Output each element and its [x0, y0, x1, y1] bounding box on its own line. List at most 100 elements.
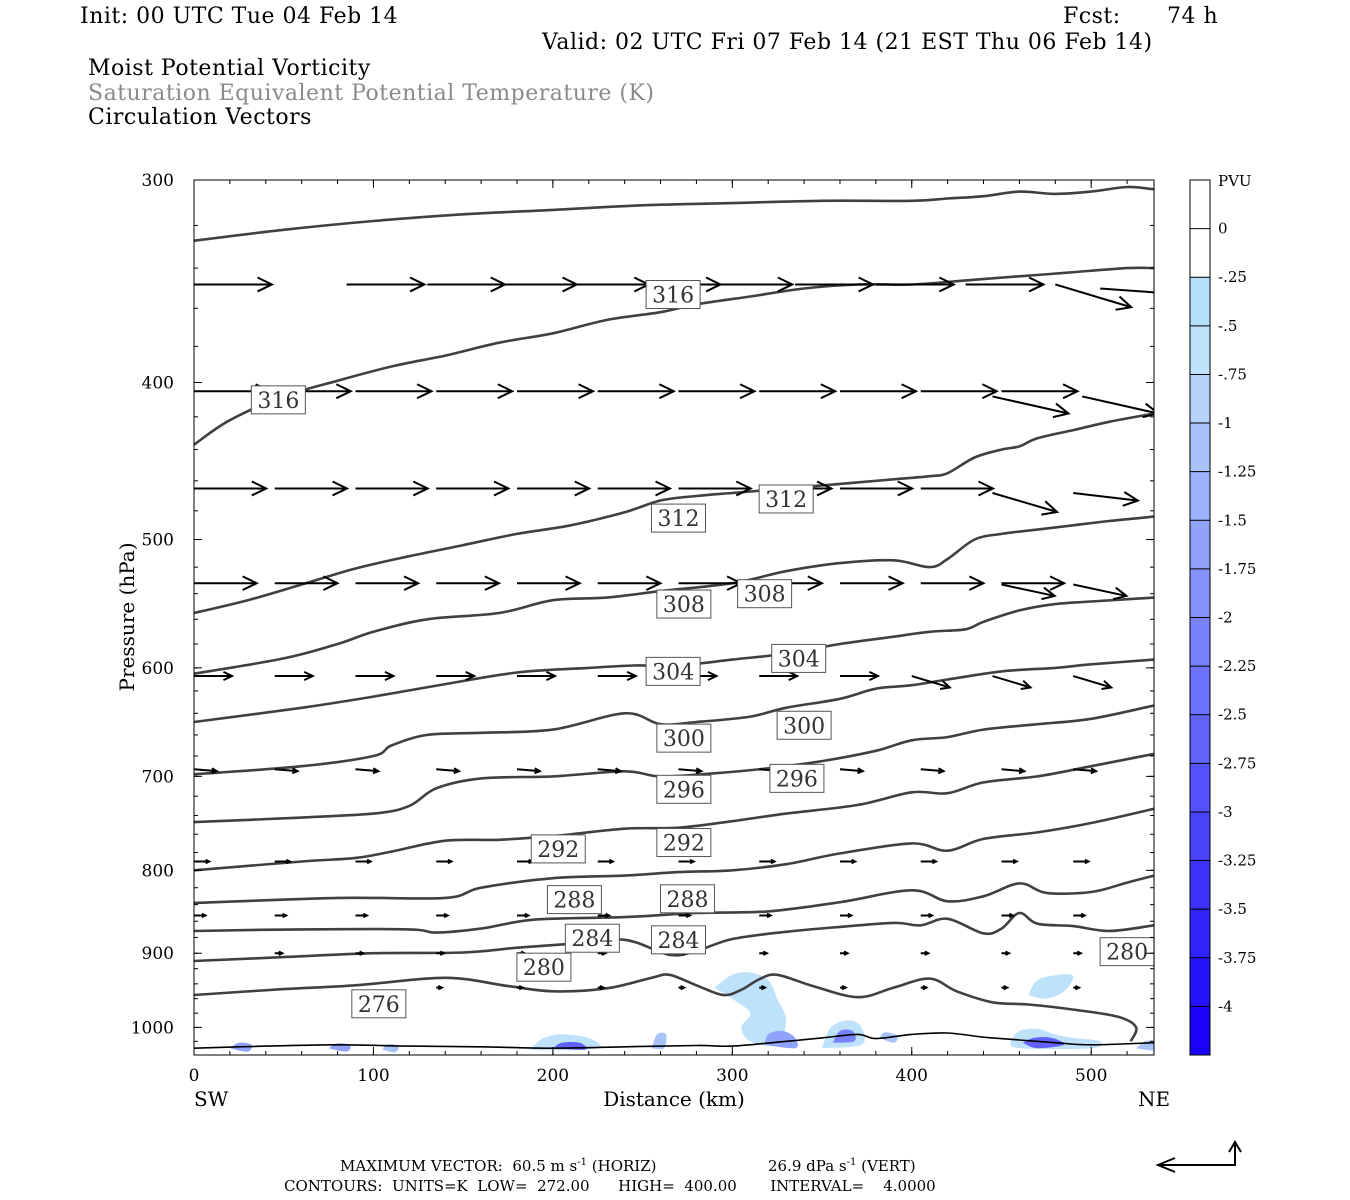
circulation-vector-5-8 — [839, 480, 915, 497]
colorbar-label: -1.75 — [1218, 560, 1256, 578]
contour-label-text: 280 — [1106, 941, 1148, 966]
circulation-vector-12-9 — [920, 767, 946, 775]
circulation-vector-12-3 — [436, 767, 462, 775]
contour-label-13: 292 — [656, 828, 712, 858]
circulation-vector-10-8 — [839, 670, 881, 682]
isentrope-320 — [194, 185, 1154, 242]
colorbar-label: -3.5 — [1218, 900, 1247, 918]
x-axis-label: Distance (km) — [603, 1087, 745, 1111]
circulation-vector-15-2 — [436, 950, 447, 956]
circulation-vector-8-5 — [597, 575, 663, 591]
contour-label-box — [530, 834, 586, 864]
colorbar-label: -3.25 — [1218, 852, 1256, 870]
colorbar-swatch-3 — [1190, 325, 1210, 375]
circulation-vector-12-5 — [597, 767, 623, 775]
circulation-vector-13-0 — [194, 858, 212, 865]
y-tick-label: 600 — [142, 659, 174, 679]
circulation-vector-11-2 — [1072, 675, 1114, 690]
contour-label-text: 300 — [663, 727, 705, 752]
circulation-vector-8-8 — [839, 575, 905, 591]
colorbar-label: -1.5 — [1218, 511, 1247, 529]
circulation-vector-15-7 — [839, 950, 850, 956]
contour-label-text: 300 — [783, 714, 825, 739]
contour-label-box — [650, 925, 706, 955]
contour-label-text: 280 — [523, 956, 565, 981]
terrain-line — [194, 1032, 1154, 1050]
contour-label-box — [645, 280, 701, 310]
circulation-vector-8-4 — [516, 575, 582, 591]
circulation-vector-16-2 — [597, 984, 606, 991]
colorbar-swatch-7 — [1190, 520, 1210, 569]
circulation-vector-15-1 — [355, 950, 366, 956]
horiz-suffix: (HORIZ) — [587, 1157, 657, 1175]
circulation-vector-3-3 — [436, 383, 515, 400]
x-tick-label: 300 — [716, 1066, 748, 1086]
isentrope-276 — [194, 973, 1138, 1042]
colorbar-swatch-9 — [1190, 617, 1210, 667]
circulation-vector-10-7 — [759, 670, 800, 682]
contour-label-4: 308 — [656, 589, 712, 619]
circulation-vector-16-6 — [920, 984, 929, 991]
contour-label-box — [656, 828, 712, 858]
contour-label-box — [659, 884, 715, 914]
colorbar-swatch-16 — [1190, 957, 1210, 1007]
circulation-vector-11-1 — [992, 675, 1033, 690]
negative-mpv-area-5 — [764, 1030, 798, 1049]
circulation-vector-16-3 — [678, 984, 687, 991]
circulation-vector-16-0 — [436, 984, 445, 991]
contour-label-text: 292 — [537, 838, 579, 863]
contour-label-11: 296 — [769, 763, 825, 793]
contour-label-8: 300 — [656, 723, 712, 753]
contour-label-20: 276 — [351, 989, 407, 1019]
contour-label-box — [656, 723, 712, 753]
colorbar-swatch-8 — [1190, 568, 1210, 618]
circulation-vector-16-5 — [839, 984, 848, 991]
circulation-vector-3-10 — [1001, 383, 1080, 400]
circulation-vector-8-0 — [194, 575, 259, 591]
circulation-vector-13-7 — [759, 858, 777, 865]
contour-label-14: 288 — [546, 885, 602, 915]
max-vector-horiz: 60.5 m s — [512, 1157, 578, 1175]
contour-label-text: 316 — [257, 389, 299, 414]
circulation-vector-12-4 — [516, 767, 543, 775]
circulation-vector-1-0 — [1055, 283, 1134, 311]
contour-label-box — [1099, 937, 1155, 967]
isentrope-288 — [194, 807, 1154, 905]
colorbar-label: -2.25 — [1218, 657, 1256, 675]
endpoint-sw: SW — [194, 1087, 229, 1111]
contour-label-18: 280 — [516, 952, 572, 982]
circulation-vector-3-8 — [839, 383, 919, 400]
colorbar-swatch-17 — [1190, 1006, 1210, 1055]
contour-label-text: 296 — [776, 767, 818, 792]
contour-label-text: 308 — [663, 593, 705, 618]
colorbar-label: -4 — [1218, 997, 1233, 1015]
circulation-vector-8-3 — [436, 575, 502, 591]
colorbar-label: -3.75 — [1218, 949, 1256, 967]
circulation-vector-12-0 — [194, 767, 220, 775]
contour-label-9: 300 — [776, 710, 832, 740]
circulation-vector-14-10 — [1001, 912, 1016, 919]
vert-suffix: (VERT) — [856, 1157, 916, 1175]
contour-label-17: 284 — [650, 925, 706, 955]
x-tick-label: 200 — [537, 1066, 569, 1086]
circulation-vector-3-4 — [516, 383, 596, 400]
colorbar-swatch-13 — [1190, 811, 1210, 861]
contour-label-box — [737, 579, 793, 609]
circulation-vector-14-3 — [436, 912, 450, 919]
circulation-vector-15-8 — [920, 950, 931, 956]
circulation-vector-9-1 — [1073, 583, 1129, 601]
circulation-vector-12-10 — [1001, 767, 1027, 775]
plot-frame — [193, 179, 1155, 1056]
isentrope-280 — [194, 911, 1154, 963]
isentrope-296 — [194, 704, 1154, 824]
colorbar-label: -2 — [1218, 609, 1233, 627]
footer-max-vector: MAXIMUM VECTOR: 60.5 m s-1 (HORIZ) — [340, 1157, 657, 1175]
circulation-vector-10-1 — [274, 670, 316, 682]
circulation-vector-8-2 — [355, 575, 421, 591]
colorbar-label: -1.25 — [1218, 463, 1256, 481]
colorbar-swatch-0 — [1190, 180, 1210, 229]
contour-label-text: 316 — [652, 284, 694, 309]
circulation-vector-9-0 — [1001, 583, 1057, 601]
contour-label-7: 304 — [771, 643, 827, 673]
vert-exponent: -1 — [846, 1157, 857, 1168]
